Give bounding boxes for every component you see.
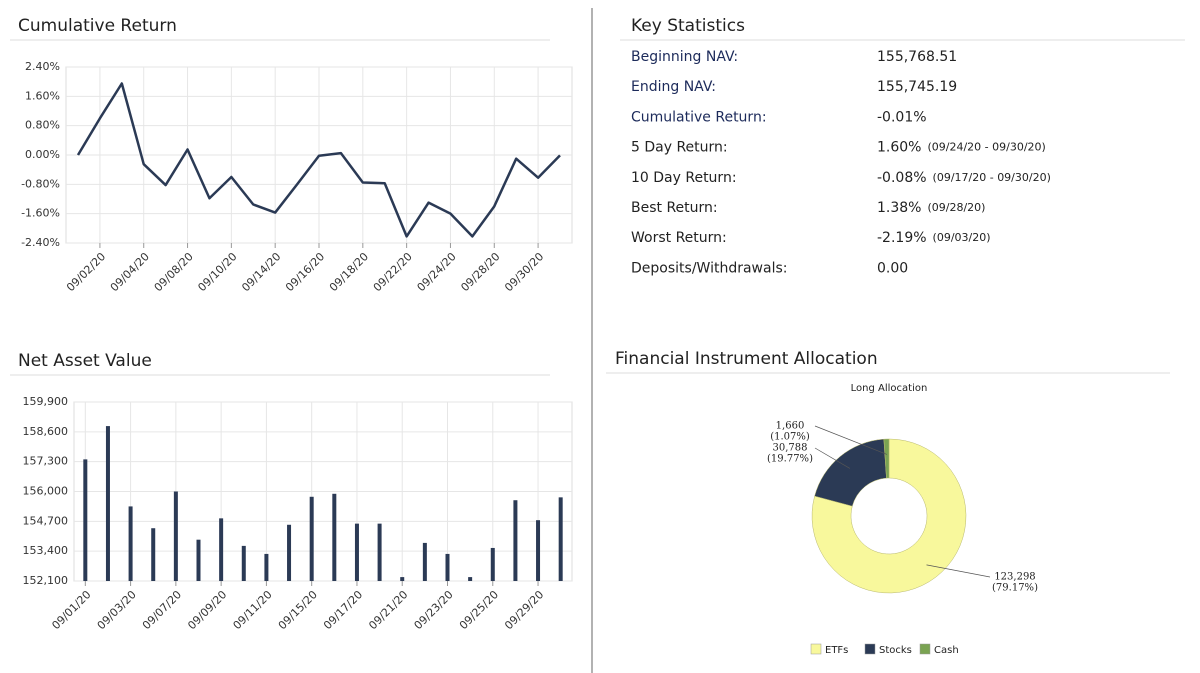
bar	[196, 539, 201, 581]
bar	[241, 545, 246, 581]
data-label-percent: (19.77%)	[767, 454, 813, 465]
stat-value: 0.00	[877, 260, 908, 276]
pie-slice	[811, 438, 967, 594]
stat-label: 10 Day Return:	[631, 170, 737, 186]
legend-label: Cash	[934, 645, 959, 656]
bar	[400, 577, 405, 581]
stat-note: (09/24/20 - 09/30/20)	[927, 141, 1045, 154]
pie-slice	[883, 438, 890, 479]
bar	[513, 500, 518, 581]
stat-label: Best Return:	[631, 200, 718, 216]
legend-swatch	[810, 643, 822, 655]
bar	[332, 493, 337, 581]
stat-label: Cumulative Return:	[631, 109, 767, 125]
y-tick-label: 156,000	[23, 485, 69, 498]
y-tick-label: 152,100	[23, 574, 69, 587]
leader-line	[814, 447, 851, 469]
stat-value-row: -2.19% (09/03/20)	[877, 230, 991, 246]
legend-label: Stocks	[879, 645, 912, 656]
bar	[422, 542, 427, 581]
stat-label: Ending NAV:	[631, 79, 716, 95]
stat-value-row: 155,768.51	[877, 49, 957, 65]
stat-value-row: -0.01%	[877, 109, 927, 125]
bar	[309, 496, 314, 581]
bar	[468, 577, 473, 581]
bar	[128, 506, 133, 581]
bar	[536, 520, 541, 581]
leader-line	[814, 425, 888, 455]
y-tick-label: -1.60%	[21, 207, 60, 220]
stat-value: 1.38%	[877, 200, 921, 216]
bar	[173, 491, 178, 581]
y-tick-label: -2.40%	[21, 236, 60, 249]
stat-label: Worst Return:	[631, 230, 727, 246]
leader-line	[926, 564, 991, 578]
data-label-percent: (79.17%)	[992, 583, 1038, 594]
bar	[219, 518, 224, 581]
stat-value-row: 1.60% (09/24/20 - 09/30/20)	[877, 140, 1046, 156]
bar	[445, 553, 450, 581]
stat-value: 155,768.51	[877, 49, 957, 65]
stat-value-row: 155,745.19	[877, 79, 957, 95]
y-tick-label: 2.40%	[25, 60, 60, 73]
stat-value-row: 0.00	[877, 260, 908, 276]
legend-label: ETFs	[825, 645, 848, 656]
bar	[151, 528, 156, 581]
bar	[105, 426, 110, 581]
data-label: 1,660	[776, 421, 805, 432]
stat-value-row: -0.08% (09/17/20 - 09/30/20)	[877, 170, 1051, 186]
bar	[377, 523, 382, 581]
data-label: 123,298	[994, 572, 1035, 583]
bar	[264, 553, 269, 581]
stat-value: -0.01%	[877, 109, 927, 125]
stat-value: 155,745.19	[877, 79, 957, 95]
stat-value-row: 1.38% (09/28/20)	[877, 200, 985, 216]
line	[76, 82, 561, 238]
y-tick-label: 157,300	[23, 455, 69, 468]
y-tick-label: 159,900	[23, 395, 69, 408]
y-tick-label: -0.80%	[21, 177, 60, 190]
stat-note: (09/17/20 - 09/30/20)	[933, 171, 1051, 184]
section-title: Key Statistics	[631, 16, 745, 36]
legend-swatch	[919, 643, 931, 655]
bar	[558, 497, 563, 581]
y-tick-label: 153,400	[23, 544, 69, 557]
stat-note: (09/28/20)	[927, 201, 985, 214]
stat-note: (09/03/20)	[933, 231, 991, 244]
section-title: Net Asset Value	[18, 351, 152, 371]
stat-label: 5 Day Return:	[631, 140, 728, 156]
y-tick-label: 158,600	[23, 425, 69, 438]
stat-value: -2.19%	[877, 230, 927, 246]
bar	[354, 523, 359, 581]
y-tick-label: 1.60%	[25, 89, 60, 102]
stat-label: Deposits/Withdrawals:	[631, 260, 787, 276]
y-tick-label: 154,700	[23, 514, 69, 527]
legend-swatch	[864, 643, 876, 655]
data-label-percent: (1.07%)	[770, 432, 810, 443]
section-title: Cumulative Return	[18, 16, 177, 36]
bar	[83, 459, 88, 581]
data-label: 30,788	[773, 443, 808, 454]
y-tick-label: 0.80%	[25, 119, 60, 132]
y-tick-label: 0.00%	[25, 148, 60, 161]
bar	[490, 547, 495, 581]
stat-label: Beginning NAV:	[631, 49, 738, 65]
stat-value: -0.08%	[877, 170, 927, 186]
section-title: Financial Instrument Allocation	[615, 349, 878, 369]
chart-subtitle: Long Allocation	[851, 383, 928, 394]
stat-value: 1.60%	[877, 140, 921, 156]
bar	[287, 524, 292, 581]
